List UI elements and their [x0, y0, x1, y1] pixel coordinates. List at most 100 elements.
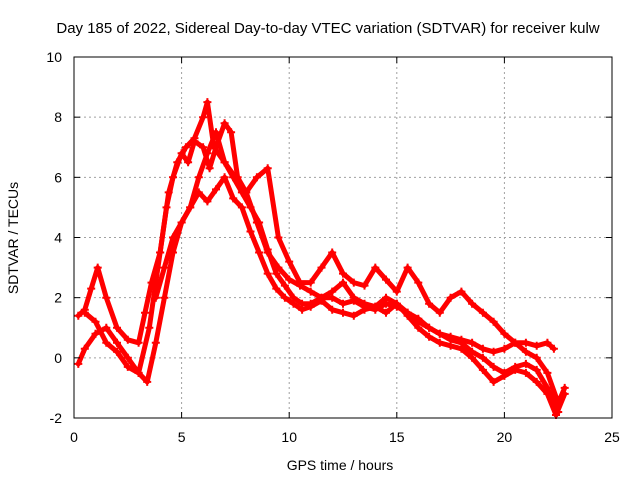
y-tick-label: 4	[54, 230, 62, 246]
data-point-marker	[446, 341, 455, 350]
data-point-marker	[468, 338, 477, 347]
data-point-marker	[272, 269, 281, 278]
data-point-marker	[403, 263, 412, 272]
data-point-marker	[360, 305, 369, 314]
series-trace	[75, 129, 561, 415]
data-point-marker	[255, 218, 264, 227]
data-point-marker	[74, 311, 83, 320]
data-point-marker	[272, 284, 281, 293]
chart-title: Day 185 of 2022, Sidereal Day-to-day VTE…	[56, 20, 599, 37]
data-point-marker	[220, 158, 229, 167]
data-point-marker	[532, 341, 541, 350]
x-tick-label: 5	[178, 429, 186, 445]
data-point-marker	[489, 362, 498, 371]
data-point-marker	[156, 248, 165, 257]
data-point-marker	[349, 278, 358, 287]
data-point-marker	[500, 329, 509, 338]
data-point-marker	[532, 377, 541, 386]
data-point-marker	[91, 329, 100, 338]
data-point-marker	[328, 305, 337, 314]
data-point-marker	[349, 293, 358, 302]
data-point-marker	[164, 188, 173, 197]
data-point-marker	[184, 158, 193, 167]
data-point-marker	[468, 299, 477, 308]
data-point-marker	[317, 263, 326, 272]
data-point-marker	[181, 143, 190, 152]
data-point-marker	[231, 173, 240, 182]
data-point-marker	[306, 302, 315, 311]
data-point-marker	[306, 287, 315, 296]
series-trace	[153, 174, 568, 418]
data-point-marker	[549, 344, 558, 353]
series-trace	[82, 99, 568, 406]
data-point-marker	[382, 308, 390, 317]
data-point-marker	[289, 299, 298, 308]
data-point-marker	[93, 263, 102, 272]
data-point-marker	[145, 323, 154, 332]
data-point-marker	[339, 299, 347, 308]
data-point-marker	[468, 353, 477, 362]
data-point-marker	[371, 263, 380, 272]
data-point-marker	[205, 164, 214, 173]
data-point-marker	[425, 332, 434, 341]
data-point-marker	[371, 302, 380, 311]
data-point-marker	[457, 287, 466, 296]
data-point-marker	[151, 338, 160, 347]
data-point-marker	[280, 281, 289, 290]
data-point-marker	[457, 344, 466, 353]
data-point-marker	[151, 293, 160, 302]
data-point-marker	[521, 338, 530, 347]
data-point-marker	[227, 128, 236, 137]
data-point-marker	[229, 194, 238, 203]
data-point-marker	[478, 353, 487, 362]
data-point-marker	[328, 248, 337, 257]
y-tick-label: 8	[54, 109, 62, 125]
data-point-marker	[194, 188, 203, 197]
data-point-marker	[194, 173, 203, 182]
x-tick-label: 15	[389, 429, 405, 445]
axis-ticks: 0 5 10 15 20 25 -2 0 2 4 6 8 10	[46, 49, 620, 445]
y-tick-label: 2	[54, 290, 62, 306]
data-point-marker	[500, 371, 509, 380]
data-point-marker	[102, 323, 111, 332]
data-point-marker	[160, 263, 169, 272]
data-point-marker	[446, 293, 455, 302]
data-point-marker	[339, 269, 347, 278]
data-point-marker	[199, 143, 208, 152]
data-point-marker	[435, 308, 444, 317]
data-point-marker	[220, 119, 229, 128]
y-tick-label: 6	[54, 169, 62, 185]
x-tick-label: 20	[497, 429, 513, 445]
y-tick-label: 0	[54, 350, 62, 366]
grid-lines	[74, 57, 612, 418]
data-point-marker	[203, 197, 212, 206]
data-point-marker	[203, 149, 212, 158]
data-point-marker	[123, 362, 132, 371]
data-point-marker	[80, 308, 89, 317]
series-track-3	[80, 98, 569, 407]
data-point-marker	[414, 278, 423, 287]
data-point-marker	[177, 218, 186, 227]
data-point-marker	[246, 227, 255, 236]
data-point-marker	[306, 278, 315, 287]
data-point-marker	[511, 338, 520, 347]
y-tick-label: 10	[46, 49, 62, 65]
data-point-marker	[392, 299, 401, 308]
y-tick-label: -2	[50, 410, 63, 426]
data-point-marker	[382, 293, 390, 302]
data-point-marker	[263, 164, 272, 173]
data-point-marker	[123, 353, 132, 362]
x-tick-label: 25	[604, 429, 620, 445]
data-point-marker	[425, 299, 434, 308]
data-point-marker	[242, 188, 251, 197]
data-point-marker	[220, 173, 229, 182]
data-point-marker	[255, 248, 264, 257]
data-point-marker	[349, 311, 358, 320]
series-trace	[75, 120, 557, 355]
data-point-marker	[203, 98, 212, 107]
data-point-marker	[74, 359, 83, 368]
data-point-marker	[543, 389, 552, 398]
x-tick-label: 0	[70, 429, 78, 445]
data-point-marker	[134, 338, 143, 347]
